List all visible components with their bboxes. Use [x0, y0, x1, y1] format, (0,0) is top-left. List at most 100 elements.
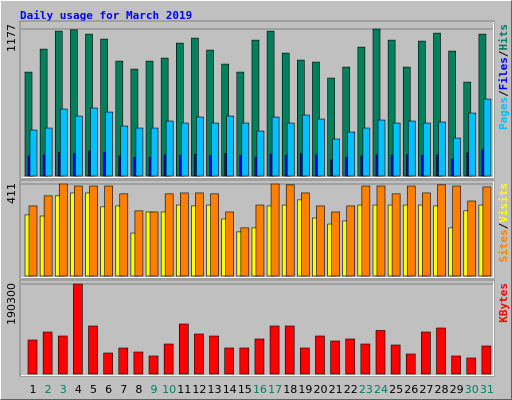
- x-tick-label: 13: [208, 383, 222, 396]
- bar: [437, 184, 446, 277]
- bar: [360, 343, 371, 375]
- bar: [483, 98, 492, 177]
- x-tick-label: 4: [75, 383, 82, 396]
- bar: [240, 227, 250, 277]
- bar: [179, 323, 189, 375]
- bar: [239, 347, 250, 375]
- x-tick-label: 6: [105, 383, 112, 396]
- x-tick-label: 20: [313, 383, 327, 396]
- bar: [165, 120, 174, 177]
- x-tick-label: 7: [120, 383, 127, 396]
- legend-separator: /: [497, 90, 510, 97]
- bar: [58, 183, 68, 277]
- bar: [149, 211, 159, 277]
- bar: [331, 211, 340, 277]
- legend-entry: Visits: [497, 183, 510, 223]
- bar: [332, 138, 340, 177]
- bar: [317, 118, 325, 177]
- bar: [29, 129, 38, 177]
- bar: [301, 192, 310, 277]
- legend-entry: Pages: [497, 97, 510, 130]
- bar: [256, 130, 265, 177]
- y-tick-label: 190300: [5, 283, 18, 325]
- bar: [74, 185, 83, 277]
- bar: [481, 345, 492, 375]
- bar: [315, 335, 325, 375]
- bar: [391, 193, 401, 277]
- legend: Pages/Files/Hits: [497, 24, 510, 130]
- x-tick-label: 12: [192, 383, 206, 396]
- bar: [255, 204, 265, 277]
- bar: [330, 340, 340, 375]
- x-tick-label: 17: [268, 383, 282, 396]
- bar: [438, 121, 446, 177]
- bar: [211, 122, 219, 177]
- bar: [407, 120, 416, 177]
- legend-entry: Hits: [497, 24, 510, 51]
- x-tick-label: 16: [253, 383, 267, 396]
- bar: [134, 210, 144, 277]
- bar: [241, 122, 250, 177]
- bar: [196, 116, 204, 177]
- x-tick-label: 31: [480, 383, 494, 396]
- panel-bevel: [21, 281, 494, 376]
- panel-bevel: [21, 181, 494, 278]
- bar: [224, 347, 234, 375]
- x-tick-label: 3: [60, 383, 67, 396]
- bar: [375, 330, 386, 375]
- bar: [104, 185, 113, 277]
- bar: [226, 115, 234, 177]
- bar: [103, 352, 113, 375]
- bar: [42, 331, 53, 375]
- bar: [73, 283, 83, 375]
- bar: [376, 185, 386, 277]
- bar: [254, 338, 265, 375]
- bar: [135, 127, 144, 177]
- bar: [422, 192, 431, 277]
- x-tick-label: 10: [162, 383, 176, 396]
- bar: [452, 185, 461, 277]
- bar: [347, 131, 356, 177]
- bar: [105, 111, 113, 177]
- bar: [57, 335, 68, 375]
- bar: [27, 339, 38, 375]
- legend: Sites/Visits: [497, 183, 510, 263]
- x-tick-label: 8: [135, 383, 142, 396]
- bar: [377, 119, 386, 177]
- bar: [270, 183, 280, 277]
- bar: [392, 122, 401, 177]
- bar: [225, 211, 234, 277]
- legend-entry: Files: [497, 57, 510, 90]
- legend-entry: KBytes: [497, 283, 510, 323]
- bar: [466, 357, 477, 375]
- bar: [482, 186, 492, 277]
- bar: [210, 193, 219, 277]
- x-tick-label: 19: [298, 383, 312, 396]
- bar: [194, 333, 204, 375]
- bar: [88, 325, 98, 375]
- bar: [150, 127, 159, 177]
- x-tick-label: 29: [450, 383, 464, 396]
- bar: [468, 112, 477, 177]
- x-tick-label: 14: [223, 383, 237, 396]
- bar: [405, 353, 416, 375]
- legend: KBytes: [497, 283, 510, 323]
- y-tick-label: 1177: [5, 24, 18, 52]
- bar: [345, 338, 356, 375]
- x-tick-label: 18: [283, 383, 297, 396]
- bar: [423, 122, 431, 177]
- bar: [286, 122, 295, 177]
- panel-bevel: [21, 22, 494, 178]
- bar: [90, 107, 98, 177]
- x-tick-label: 23: [359, 383, 373, 396]
- bar: [361, 185, 371, 277]
- bar: [28, 205, 38, 277]
- bar: [436, 327, 446, 375]
- x-tick-label: 26: [404, 383, 418, 396]
- bar: [44, 127, 53, 177]
- x-tick-label: 25: [389, 383, 403, 396]
- x-tick-label: 11: [177, 383, 191, 396]
- bar: [269, 325, 280, 375]
